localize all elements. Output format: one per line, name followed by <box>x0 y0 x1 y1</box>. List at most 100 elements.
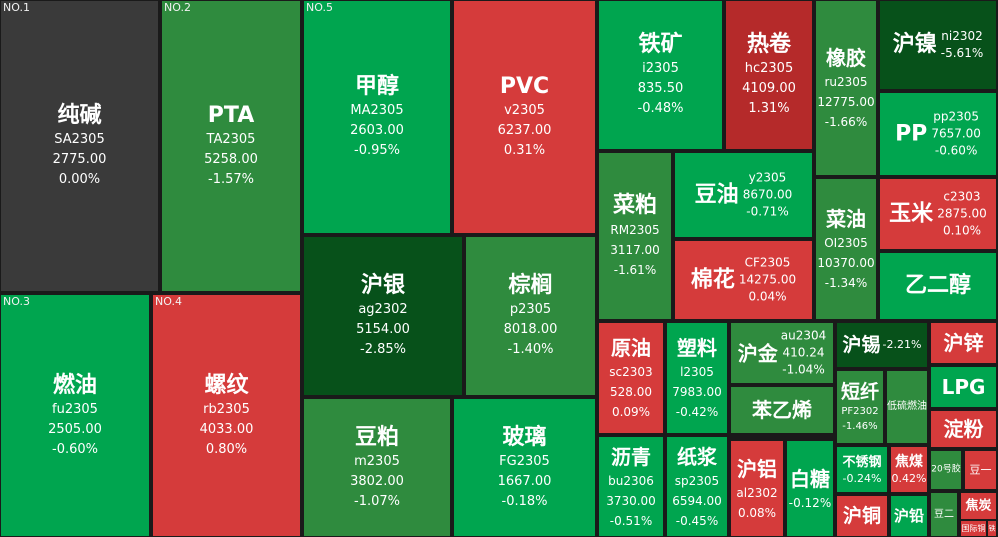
tile-corn[interactable]: 玉米 c2303 2875.00 0.10% <box>880 179 996 249</box>
tile-zinc[interactable]: 沪锌 <box>931 323 996 363</box>
change-percent: 0.10% <box>942 223 982 238</box>
last-price: 835.50 <box>637 81 684 96</box>
tile-no20-rubber[interactable]: 20号胶 <box>931 451 961 489</box>
commodity-name: 沪银 <box>360 273 405 298</box>
change-percent: -0.24% <box>842 471 882 485</box>
change-percent: 1.31% <box>748 101 790 116</box>
tile-soybean-no1[interactable]: 豆一 <box>965 451 996 489</box>
tile-coking-coal[interactable]: 焦煤 0.42% <box>891 447 927 492</box>
tile-stainless-steel[interactable]: 不锈钢 -0.24% <box>837 447 887 492</box>
commodity-name: 纸浆 <box>677 444 717 469</box>
change-percent: -0.42% <box>675 405 719 419</box>
tile-rapeseed-meal[interactable]: 菜粕 RM2305 3117.00 -1.61% <box>599 153 671 319</box>
rank-label: NO.2 <box>164 1 191 14</box>
tile-methanol[interactable]: NO.5 甲醇 MA2305 2603.00 -0.95% <box>304 1 450 233</box>
tile-rapeseed-oil[interactable]: 菜油 OI2305 10370.00 -1.34% <box>816 179 876 319</box>
last-price: 2775.00 <box>52 152 107 167</box>
commodity-name: 铁 <box>988 524 996 532</box>
tile-soda-ash[interactable]: NO.1 纯碱 SA2305 2775.00 0.00% <box>1 1 158 291</box>
contract-code: hc2305 <box>744 61 794 76</box>
tile-bitumen[interactable]: 沥青 bu2306 3730.00 -0.51% <box>599 437 663 536</box>
contract-code: ni2302 <box>941 29 983 43</box>
change-percent: 0.31% <box>503 143 546 158</box>
tile-glass[interactable]: 玻璃 FG2305 1667.00 -0.18% <box>454 399 595 536</box>
commodity-name: 棉花 <box>690 267 735 292</box>
contract-code: au2304 <box>780 328 827 343</box>
tile-pvc[interactable]: PVC v2305 6237.00 0.31% <box>454 1 595 233</box>
tile-low-sulfur-fuel-oil[interactable]: 低硫燃油 <box>887 371 927 443</box>
tile-pp[interactable]: PP pp2305 7657.00 -0.60% <box>880 93 996 175</box>
change-percent: -0.51% <box>609 513 653 528</box>
tile-cotton[interactable]: 棉花 CF2305 14275.00 0.04% <box>675 241 812 319</box>
tile-aluminum[interactable]: 沪铝 al2302 0.08% <box>731 441 783 536</box>
tile-soybean-meal[interactable]: 豆粕 m2305 3802.00 -1.07% <box>304 399 450 536</box>
tile-styrene[interactable]: 苯乙烯 <box>731 387 833 433</box>
tile-rebar[interactable]: NO.4 螺纹 rb2305 4033.00 0.80% <box>153 295 300 536</box>
tile-tin[interactable]: 沪锡 -2.21% <box>837 323 927 367</box>
contract-code: i2305 <box>642 61 679 76</box>
tile-copper[interactable]: 沪铜 <box>837 496 887 536</box>
tile-pta[interactable]: NO.2 PTA TA2305 5258.00 -1.57% <box>162 1 300 291</box>
commodity-name: 不锈钢 <box>842 454 882 470</box>
tile-coke[interactable]: 焦炭 <box>961 493 996 519</box>
commodity-name: 乙二醇 <box>904 273 971 298</box>
last-price: 2603.00 <box>350 123 404 138</box>
contract-code: sc2303 <box>609 365 653 379</box>
change-percent: -5.61% <box>940 46 984 60</box>
tile-palm-oil[interactable]: 棕榈 p2305 8018.00 -1.40% <box>466 237 595 395</box>
commodity-name: 焦煤 <box>895 453 923 470</box>
change-percent: -1.66% <box>824 115 868 129</box>
commodity-name: 豆油 <box>694 182 739 207</box>
contract-code: fu2305 <box>52 401 98 417</box>
tile-ethylene-glycol[interactable]: 乙二醇 <box>880 253 996 319</box>
tile-plastic[interactable]: 塑料 l2305 7983.00 -0.42% <box>667 323 727 433</box>
tile-staple-fiber[interactable]: 短纤 PF2302 -1.46% <box>837 371 883 443</box>
commodity-name: 纯碱 <box>57 103 102 128</box>
commodity-name: 菜油 <box>826 207 866 231</box>
commodity-name: LPG <box>941 375 986 399</box>
tile-small-iron[interactable]: 铁 <box>988 521 996 536</box>
tile-nickel[interactable]: 沪镍 ni2302 -5.61% <box>880 1 996 89</box>
last-price: 6237.00 <box>497 123 552 138</box>
commodity-name: 豆二 <box>934 508 954 520</box>
contract-code: c2303 <box>943 189 981 204</box>
commodity-name: 豆粕 <box>354 424 399 450</box>
tile-corn-starch[interactable]: 淀粉 <box>931 411 996 447</box>
commodity-name: 沪锌 <box>943 331 984 355</box>
tile-fuel-oil[interactable]: NO.3 燃油 fu2305 2505.00 -0.60% <box>1 295 149 536</box>
commodity-name: PTA <box>207 103 255 128</box>
commodity-name: 沥青 <box>611 444 651 469</box>
tile-international-copper[interactable]: 国际铜 <box>961 521 986 536</box>
change-percent: -0.60% <box>52 441 98 457</box>
commodity-name: 苯乙烯 <box>752 398 812 422</box>
change-percent: -0.95% <box>354 143 400 158</box>
change-percent: 0.00% <box>58 172 101 187</box>
tile-gold[interactable]: 沪金 au2304 410.24 -1.04% <box>731 323 833 383</box>
tile-sugar[interactable]: 白糖 -0.12% <box>787 441 833 536</box>
tile-pulp[interactable]: 纸浆 sp2305 6594.00 -0.45% <box>667 437 727 536</box>
contract-code: TA2305 <box>206 132 256 147</box>
tile-hot-rolled-coil[interactable]: 热卷 hc2305 4109.00 1.31% <box>726 1 812 149</box>
tile-soybean-oil[interactable]: 豆油 y2305 8670.00 -0.71% <box>675 153 812 237</box>
tile-silver[interactable]: 沪银 ag2302 5154.00 -2.85% <box>304 237 462 395</box>
tile-rubber[interactable]: 橡胶 ru2305 12775.00 -1.66% <box>816 1 876 175</box>
contract-code: ru2305 <box>824 75 868 89</box>
change-percent: 0.08% <box>737 505 777 520</box>
change-percent: -0.45% <box>675 513 719 528</box>
contract-code: l2305 <box>680 365 714 379</box>
tile-iron-ore[interactable]: 铁矿 i2305 835.50 -0.48% <box>599 1 722 149</box>
contract-code: PF2302 <box>841 406 879 417</box>
last-price: 8670.00 <box>742 187 793 202</box>
tile-lead[interactable]: 沪铅 <box>891 496 927 536</box>
tile-crude-oil[interactable]: 原油 sc2303 528.00 0.09% <box>599 323 663 433</box>
commodity-name: 沪铝 <box>737 456 777 481</box>
tile-lpg[interactable]: LPG <box>931 367 996 407</box>
last-price: 8018.00 <box>503 322 558 337</box>
tile-soybean-no2[interactable]: 豆二 <box>931 493 957 536</box>
commodity-name: 棕榈 <box>508 273 553 298</box>
last-price: 528.00 <box>610 385 652 399</box>
change-percent: -1.46% <box>842 421 878 432</box>
contract-code: sp2305 <box>674 473 720 488</box>
change-percent: -0.12% <box>788 495 832 510</box>
last-price: 2505.00 <box>48 421 102 437</box>
